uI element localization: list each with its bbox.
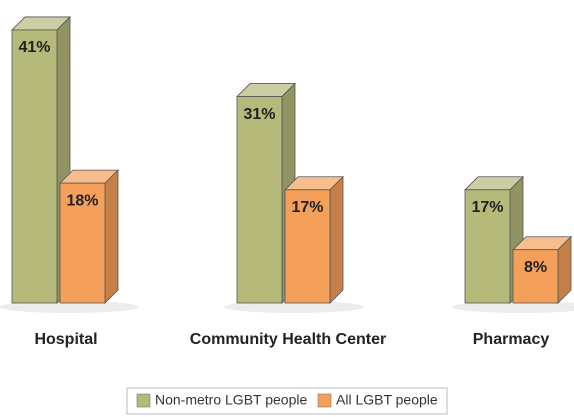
value-label: 17% (291, 199, 323, 216)
value-label: 8% (524, 259, 547, 276)
bar (11, 29, 58, 304)
bar-shadow (0, 301, 139, 313)
value-label: 31% (243, 106, 275, 123)
legend-label: All LGBT people (336, 392, 438, 408)
bar-side (104, 169, 119, 304)
legend-swatch (317, 393, 332, 408)
legend-label: Non-metro LGBT people (155, 392, 307, 408)
x-tick-label: Pharmacy (473, 331, 550, 348)
bar (59, 182, 106, 304)
value-label: 18% (66, 192, 98, 209)
legend-box (126, 387, 448, 415)
x-tick-label: Hospital (34, 331, 97, 348)
bar (236, 96, 283, 304)
bar-shadow (224, 301, 364, 313)
bar (512, 249, 559, 304)
legend-swatch (136, 393, 151, 408)
x-tick-label: Community Health Center (190, 331, 386, 348)
bar (284, 189, 331, 304)
bar-side (329, 175, 344, 304)
value-label: 41% (18, 39, 50, 56)
bar-shadow (452, 301, 574, 313)
bar (464, 189, 511, 304)
value-label: 17% (471, 199, 503, 216)
